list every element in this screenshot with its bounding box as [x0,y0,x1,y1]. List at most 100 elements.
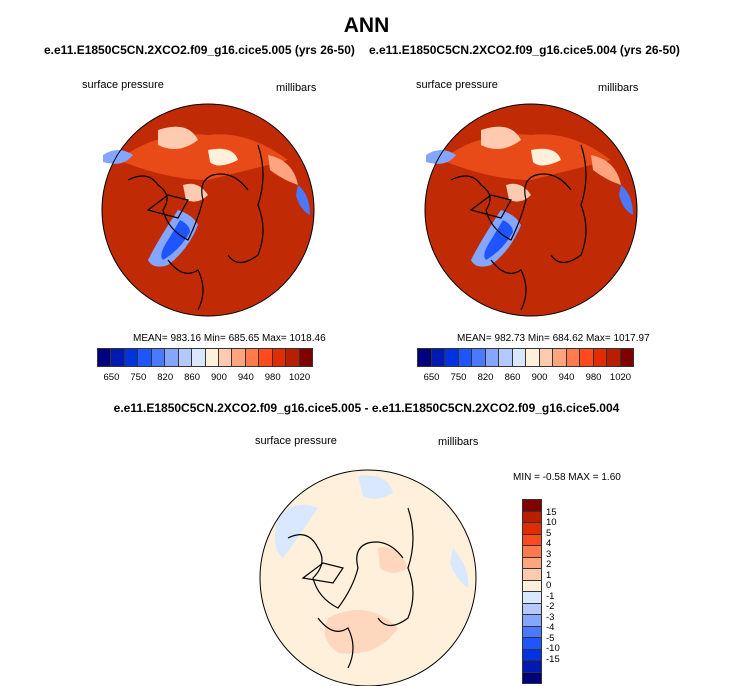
panel3-stats: MIN = -0.58 MAX = 1.60 [513,472,621,483]
negative-region [274,504,318,558]
colorbar-tick-label: -10 [546,643,560,654]
colorbar-tick-label: 10 [546,517,557,528]
colorbar-tick-label: 750 [130,372,147,383]
colorbar-tick-label: 820 [477,372,494,383]
colorbar-tick-label: 940 [558,372,575,383]
colorbar-box [191,348,206,367]
colorbar-box [150,348,166,367]
colorbar-box [298,348,313,367]
colorbar-box [417,348,432,367]
colorbar-tick-label: -4 [546,622,555,633]
panel1-units-label: millibars [276,82,317,94]
colorbar-box [619,348,634,367]
map-border [101,103,315,317]
panel3-colorbar [522,499,542,684]
colorbar-tick-label: 0 [546,580,552,591]
colorbar-box [204,348,219,367]
colorbar-box [484,348,499,367]
colorbar-box [579,348,594,367]
panel1-variable-label: surface pressure [82,79,164,91]
colorbar-box [285,348,300,367]
panel3-title: e.e11.E1850C5CN.2XCO2.f09_g16.cice5.005 … [113,401,620,415]
colorbar-tick-label: 2 [546,559,552,570]
colorbar-box [498,348,513,367]
colorbar-box [511,348,526,367]
map-border [424,103,638,317]
colorbar-tick-label: 980 [585,372,602,383]
contour-region [591,155,621,185]
colorbar-box [430,348,445,367]
contour-region [531,148,561,166]
colorbar-box [471,348,486,367]
contour-region [481,126,521,149]
panel3-variable-label: surface pressure [255,435,337,447]
colorbar-tick-label: 860 [504,372,521,383]
panel2-colorbar [417,348,634,367]
panel1-map [101,103,315,317]
panel2-map [424,103,638,317]
colorbar-tick-label: 3 [546,548,552,560]
colorbar-tick-label: 4 [546,538,552,549]
contour-region [484,220,513,260]
colorbar-tick-label: -5 [546,632,555,644]
colorbar-box [137,348,152,367]
colorbar-tick-label: 820 [157,372,174,383]
colorbar-tick-label: -3 [546,611,555,623]
colorbar-box [217,348,233,367]
colorbar-box [444,348,459,367]
contour-region [426,150,456,164]
panel3-map [259,469,477,686]
panel2-colorbar-ticks: 650 750 820 860 900 940 980 1020 [418,372,634,384]
coastlines [450,144,587,311]
figure-title: ANN [343,14,390,37]
colorbar-box [606,348,621,367]
colorbar-tick-label: 650 [423,372,440,383]
colorbar-tick-label: -2 [546,601,555,612]
coastlines [287,507,414,669]
panel3-units-label: millibars [438,436,479,448]
colorbar-box [522,671,542,684]
contour-region [161,220,190,260]
colorbar-box [552,348,567,367]
panel1-colorbar [97,348,313,367]
panel1-title: e.e11.E1850C5CN.2XCO2.f09_g16.cice5.005 … [44,43,355,57]
colorbar-box [164,348,179,367]
colorbar-tick-label: 900 [531,372,548,383]
map-disk [260,470,476,686]
colorbar-tick-label: 1020 [609,372,632,383]
contour-region [619,185,633,215]
colorbar-tick-label: -1 [546,590,555,602]
colorbar-tick-label: 1 [546,569,552,581]
panel2-stats: MEAN= 982.73 Min= 684.62 Max= 1017.97 [457,333,650,344]
contour-region [268,155,298,185]
colorbar-box [538,348,553,367]
panel3-colorbar-ticks: -15 -10 -5 -4 -3 -2 -1 0 1 2 3 4 5 10 15 [546,500,566,670]
panel1-stats: MEAN= 983.16 Min= 685.65 Max= 1018.46 [133,333,326,344]
colorbar-box [457,348,472,367]
colorbar-tick-label: 940 [237,372,254,383]
colorbar-box [177,348,193,367]
colorbar-box [258,348,273,367]
colorbar-box [123,348,139,367]
colorbar-tick-label: 5 [546,527,552,539]
contour-region [208,148,238,166]
positive-region [378,547,408,573]
colorbar-box [592,348,607,367]
colorbar-box [231,348,246,367]
contour-region [103,150,133,164]
contour-region [296,185,310,215]
colorbar-tick-label: 980 [264,372,281,383]
colorbar-tick-label: 650 [103,372,120,383]
colorbar-tick-label: 900 [211,372,227,383]
colorbar-box [97,348,112,367]
panel2-variable-label: surface pressure [416,79,498,91]
colorbar-tick-label: -15 [546,653,560,665]
coastlines [127,144,264,311]
colorbar-tick-label: 860 [184,372,200,383]
colorbar-tick-label: 750 [450,372,467,383]
panel1-colorbar-ticks: 650 750 820 860 900 940 980 1020 [98,372,313,384]
negative-region [450,548,469,588]
panel2-title: e.e11.E1850C5CN.2XCO2.f09_g16.cice5.004 … [369,43,680,57]
map-border [259,469,477,686]
